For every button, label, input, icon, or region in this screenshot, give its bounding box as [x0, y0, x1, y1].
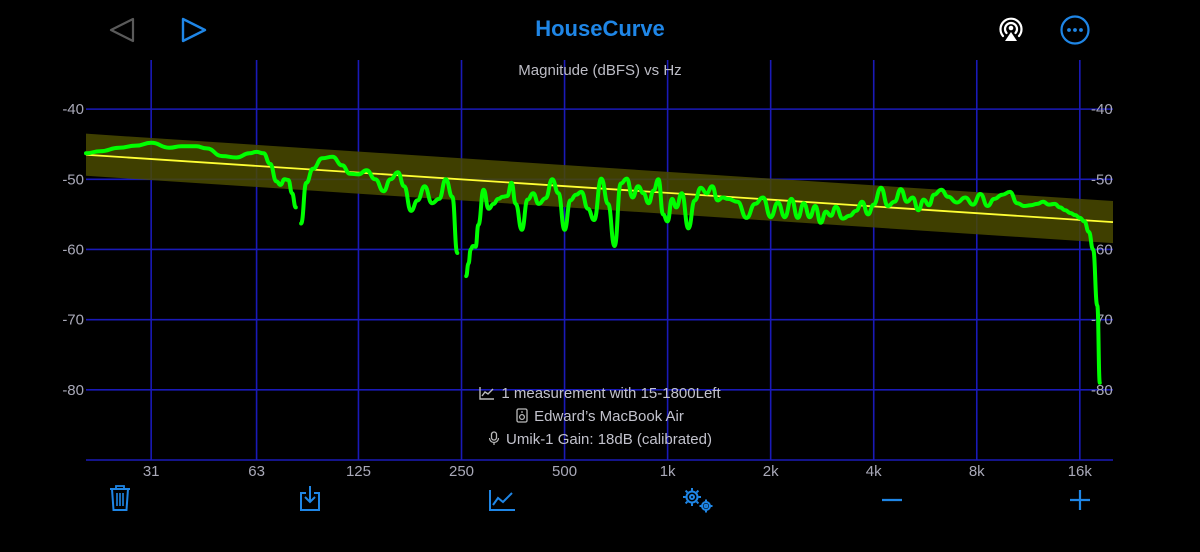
- microphone-text: Umik-1 Gain: 18dB (calibrated): [506, 431, 712, 448]
- speaker-icon: [516, 408, 528, 423]
- x-tick-label: 16k: [1068, 463, 1093, 480]
- x-tick-label: 31: [143, 463, 160, 480]
- x-tick-label: 125: [346, 463, 371, 480]
- triangle-right-icon: [181, 17, 207, 43]
- graph-button[interactable]: [488, 488, 516, 517]
- x-tick-label: 4k: [866, 463, 882, 480]
- more-button[interactable]: [1059, 14, 1091, 51]
- measurement-curve-segment: [299, 154, 460, 255]
- microphone-icon: [488, 431, 500, 445]
- y-tick-label-left: -60: [62, 241, 84, 258]
- more-icon: [1060, 15, 1090, 45]
- x-tick-label: 63: [248, 463, 265, 480]
- zoom-in-button[interactable]: [1068, 488, 1092, 517]
- chart-line-icon: [489, 490, 515, 511]
- chart-small-icon: [479, 387, 495, 400]
- airplay-icon: [999, 17, 1023, 41]
- microphone-info: Umik-1 Gain: 18dB (calibrated): [0, 431, 1200, 448]
- minus-icon: [882, 498, 902, 502]
- y-tick-label-left: -80: [62, 382, 84, 399]
- back-button[interactable]: [108, 16, 136, 49]
- chart-title: Magnitude (dBFS) vs Hz: [518, 62, 682, 79]
- measurement-curve-segment: [464, 176, 1102, 385]
- triangle-left-icon: [109, 17, 135, 43]
- y-tick-label-right: -70: [1091, 312, 1113, 329]
- zoom-out-button[interactable]: [880, 488, 904, 517]
- measurement-curve-segment: [84, 140, 298, 210]
- plus-icon: [1070, 490, 1090, 510]
- y-tick-label-right: -80: [1091, 382, 1113, 399]
- device-info: Edward’s MacBook Air: [0, 408, 1200, 425]
- y-tick-label-left: -40: [62, 101, 84, 118]
- trash-icon: [110, 485, 130, 511]
- play-button[interactable]: [180, 16, 208, 49]
- airplay-button[interactable]: [996, 15, 1026, 50]
- y-tick-label-right: -50: [1091, 171, 1113, 188]
- gears-icon: [683, 488, 713, 513]
- x-tick-label: 500: [552, 463, 577, 480]
- app-title: HouseCurve: [535, 16, 665, 41]
- measurement-text: 1 measurement with 15-1800Left: [501, 385, 721, 402]
- x-tick-label: 1k: [660, 463, 676, 480]
- y-tick-label-right: -40: [1091, 101, 1113, 118]
- y-tick-label-left: -70: [62, 312, 84, 329]
- x-tick-label: 8k: [969, 463, 985, 480]
- x-tick-label: 250: [449, 463, 474, 480]
- settings-button[interactable]: [681, 486, 715, 519]
- x-tick-label: 2k: [763, 463, 779, 480]
- delete-button[interactable]: [108, 484, 132, 517]
- y-tick-label-right: -60: [1091, 241, 1113, 258]
- y-tick-label-left: -50: [62, 171, 84, 188]
- export-button[interactable]: [298, 484, 322, 517]
- measurement-info: 1 measurement with 15-1800Left: [0, 385, 1200, 402]
- download-icon: [300, 486, 320, 511]
- device-text: Edward’s MacBook Air: [534, 408, 684, 425]
